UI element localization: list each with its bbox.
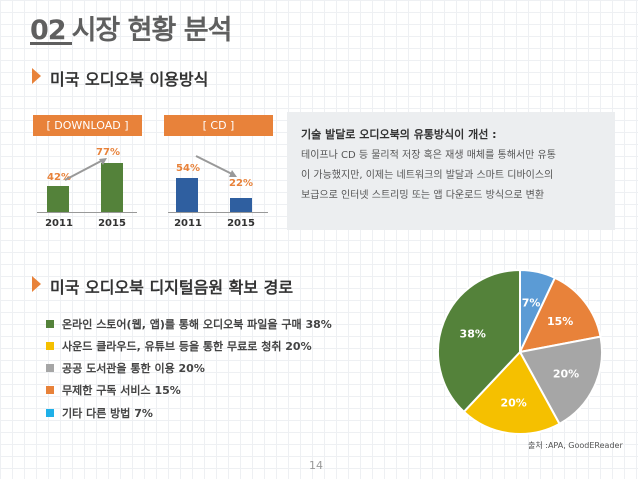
legend-swatch — [46, 386, 54, 394]
download-bar-2011 — [47, 186, 69, 213]
page-number: 14 — [309, 459, 323, 472]
download-value-2015: 77% — [96, 147, 120, 158]
section-number: 02 — [30, 15, 67, 46]
legend-label: 사운드 클라우드, 유튜브 등을 통한 무료로 청취 20% — [62, 340, 312, 353]
cd-chart-heading: [ CD ] — [164, 115, 273, 136]
info-body: 테이프나 CD 등 물리적 저장 혹은 재생 매체를 통해서만 유통 이 가능했… — [301, 146, 603, 206]
download-year-2011: 2011 — [45, 218, 73, 229]
section2-title: 미국 오디오북 디지털음원 확보 경로 — [50, 278, 294, 297]
legend-item: 공공 도서관을 통한 이용 20% — [46, 360, 205, 376]
download-axis — [37, 212, 137, 213]
section1-title: 미국 오디오북 이용방식 — [50, 70, 209, 89]
info-line: 보급으로 인터넷 스트리밍 또는 앱 다운로드 방식으로 변환 — [301, 190, 545, 201]
info-line: 이 가능했지만, 이제는 네트워크의 발달과 스마트 디바이스의 — [301, 170, 554, 181]
legend-item: 온라인 스토어(웹, 앱)를 통해 오디오북 파일을 구매 38% — [46, 316, 332, 332]
page-title: 02 시장 현황 분석 — [30, 8, 233, 47]
download-value-2011: 42% — [47, 172, 71, 183]
legend-item: 사운드 클라우드, 유튜브 등을 통한 무료로 청취 20% — [46, 338, 312, 354]
download-chart-plot: 42% 77% 2011 2015 — [33, 140, 142, 235]
legend-label: 온라인 스토어(웹, 앱)를 통해 오디오북 파일을 구매 38% — [62, 318, 332, 331]
pie-slice-label: 38% — [460, 327, 486, 340]
decline-arrow-icon — [195, 155, 237, 177]
download-chart: [ DOWNLOAD ] — [33, 115, 142, 136]
download-bar-2015 — [101, 163, 123, 213]
pie-slice-label: 7% — [522, 296, 541, 309]
cd-year-2015: 2015 — [227, 218, 255, 229]
cd-year-2011: 2011 — [174, 218, 202, 229]
pie-slice-label: 20% — [553, 368, 579, 381]
section-title: 시장 현황 분석 — [71, 15, 233, 46]
legend-swatch — [46, 320, 54, 328]
section-arrow-icon — [32, 68, 41, 84]
cd-value-2015: 22% — [229, 178, 253, 189]
pie-slice-label: 15% — [547, 315, 573, 328]
legend-label: 공공 도서관을 통한 이용 20% — [62, 362, 205, 375]
pie-slice-label: 20% — [500, 396, 526, 409]
cd-bar-2015 — [230, 198, 252, 213]
legend-swatch — [46, 364, 54, 372]
pie-slice — [518, 276, 602, 354]
cd-bar-2011 — [176, 178, 198, 213]
legend-swatch — [46, 342, 54, 350]
section-arrow-icon — [32, 276, 41, 292]
info-box: 기술 발달로 오디오북의 유통방식이 개선 : 테이프나 CD 등 물리적 저장… — [287, 112, 615, 230]
info-line: 테이프나 CD 등 물리적 저장 혹은 재생 매체를 통해서만 유통 — [301, 150, 556, 161]
info-title: 기술 발달로 오디오북의 유통방식이 개선 : — [301, 128, 497, 141]
source-note: 출처 :APA, GoodEReader — [528, 441, 623, 450]
pie-slice — [462, 350, 561, 435]
growth-arrow-icon — [64, 158, 107, 181]
title-underline — [30, 42, 72, 45]
cd-value-2011: 54% — [176, 163, 200, 174]
pie-slice — [518, 335, 603, 426]
download-chart-heading: [ DOWNLOAD ] — [33, 115, 142, 136]
legend-item: 무제한 구독 서비스 15% — [46, 382, 181, 398]
cd-chart-plot: 54% 22% 2011 2015 — [164, 140, 273, 235]
pie-slice — [437, 268, 521, 414]
legend-swatch — [46, 409, 54, 417]
download-year-2015: 2015 — [98, 218, 126, 229]
legend-item: 기타 다른 방법 7% — [46, 405, 153, 421]
legend-label: 기타 다른 방법 7% — [62, 407, 153, 420]
legend-label: 무제한 구독 서비스 15% — [62, 384, 181, 397]
cd-chart: [ CD ] — [164, 115, 273, 136]
pie-chart: 7% 15% 20% 20% 38% — [437, 268, 603, 435]
cd-axis — [168, 212, 268, 213]
